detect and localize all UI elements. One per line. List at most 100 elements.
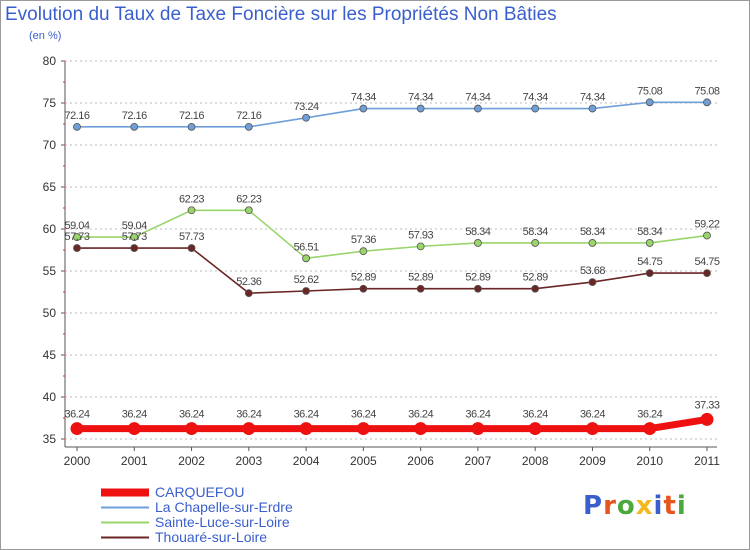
data-point-la-chapelle-sur-erdre xyxy=(703,98,711,107)
data-point-sainte-luce-sur-loire xyxy=(416,242,425,251)
data-point-la-chapelle-sur-erdre xyxy=(359,104,368,113)
logo-letter: r xyxy=(603,491,617,521)
data-label-la-chapelle-sur-erdre: 74.34 xyxy=(408,92,433,104)
data-label-thouare-sur-loire: 53.68 xyxy=(580,265,605,277)
data-label-la-chapelle-sur-erdre: 75.08 xyxy=(694,85,719,97)
data-point-carquefou xyxy=(471,422,485,436)
data-label-thouare-sur-loire: 57.73 xyxy=(64,231,89,243)
data-point-thouare-sur-loire xyxy=(187,244,196,252)
y-tick-label: 75 xyxy=(43,96,57,110)
series-line-la-chapelle-sur-erdre xyxy=(76,101,708,128)
data-point-thouare-sur-loire xyxy=(244,289,253,298)
y-tick-label: 50 xyxy=(43,306,57,320)
x-tick-label: 2009 xyxy=(579,454,606,468)
data-label-sainte-luce-sur-loire: 58.34 xyxy=(637,226,662,238)
data-point-carquefou xyxy=(643,422,657,436)
y-tick-label: 45 xyxy=(43,348,57,362)
chart-unit-label: (en %) xyxy=(29,30,62,42)
data-point-sainte-luce-sur-loire xyxy=(302,254,310,263)
data-label-la-chapelle-sur-erdre: 74.34 xyxy=(523,92,548,104)
logo-letter: o xyxy=(616,491,636,521)
data-label-la-chapelle-sur-erdre: 75.08 xyxy=(637,85,662,97)
y-tick-label: 60 xyxy=(43,222,57,236)
logo-letter: i xyxy=(676,491,687,521)
y-tick-label: 70 xyxy=(43,138,57,152)
data-label-sainte-luce-sur-loire: 58.34 xyxy=(523,226,548,238)
data-label-carquefou: 36.24 xyxy=(122,409,147,421)
y-tick-label: 65 xyxy=(43,180,57,194)
data-point-thouare-sur-loire xyxy=(703,269,711,278)
legend-item-la-chapelle-sur-erdre: La Chapelle-sur-Erdre xyxy=(101,500,293,515)
series-line-sainte-luce-sur-loire xyxy=(76,209,708,260)
data-label-sainte-luce-sur-loire: 62.23 xyxy=(236,193,261,205)
data-label-carquefou: 36.24 xyxy=(236,409,261,421)
data-point-sainte-luce-sur-loire xyxy=(244,206,253,215)
series-line-thouare-sur-loire xyxy=(76,247,708,294)
data-point-la-chapelle-sur-erdre xyxy=(474,104,482,113)
legend-swatch-la-chapelle-sur-erdre xyxy=(101,506,149,509)
data-point-sainte-luce-sur-loire xyxy=(645,239,654,247)
data-point-la-chapelle-sur-erdre xyxy=(588,104,597,113)
x-tick-label: 2010 xyxy=(636,454,663,468)
legend-label-la-chapelle-sur-erdre: La Chapelle-sur-Erdre xyxy=(155,499,293,515)
data-label-carquefou: 36.24 xyxy=(294,409,319,421)
data-label-thouare-sur-loire: 57.73 xyxy=(122,231,147,243)
data-point-carquefou xyxy=(70,422,84,436)
logo-letter: x xyxy=(635,491,654,521)
data-point-carquefou xyxy=(356,422,370,436)
data-point-thouare-sur-loire xyxy=(302,287,310,295)
legend-label-thouare-sur-loire: Thouaré-sur-Loire xyxy=(155,529,268,545)
logo-letter: i xyxy=(653,491,664,521)
data-label-sainte-luce-sur-loire: 58.34 xyxy=(580,226,605,238)
data-point-sainte-luce-sur-loire xyxy=(588,239,597,247)
y-tick-label: 80 xyxy=(43,54,57,68)
chart-title: Evolution du Taux de Taxe Foncière sur l… xyxy=(5,4,557,25)
data-point-la-chapelle-sur-erdre xyxy=(302,113,310,122)
data-label-la-chapelle-sur-erdre: 72.16 xyxy=(122,110,147,122)
legend-item-carquefou: CARQUEFOU xyxy=(101,485,293,500)
data-label-thouare-sur-loire: 52.89 xyxy=(523,272,548,284)
data-label-carquefou: 36.24 xyxy=(408,409,433,421)
data-label-carquefou: 36.24 xyxy=(179,409,204,421)
data-label-sainte-luce-sur-loire: 58.34 xyxy=(465,226,490,238)
data-label-la-chapelle-sur-erdre: 72.16 xyxy=(179,110,204,122)
data-point-thouare-sur-loire xyxy=(416,284,425,293)
legend-swatch-sainte-luce-sur-loire xyxy=(101,521,149,524)
data-label-sainte-luce-sur-loire: 59.22 xyxy=(694,219,719,231)
y-tick-label: 35 xyxy=(43,432,57,446)
data-point-carquefou xyxy=(242,422,256,436)
legend-label-sainte-luce-sur-loire: Sainte-Luce-sur-Loire xyxy=(155,514,290,530)
data-label-la-chapelle-sur-erdre: 74.34 xyxy=(465,92,490,104)
data-point-thouare-sur-loire xyxy=(359,284,368,293)
legend-item-thouare-sur-loire: Thouaré-sur-Loire xyxy=(101,530,293,545)
data-label-thouare-sur-loire: 52.62 xyxy=(294,274,319,286)
data-point-carquefou xyxy=(299,422,313,436)
x-tick-label: 2005 xyxy=(350,454,377,468)
data-label-thouare-sur-loire: 52.89 xyxy=(465,272,490,284)
data-point-sainte-luce-sur-loire xyxy=(130,233,139,241)
y-tick-label: 40 xyxy=(43,390,57,404)
data-point-sainte-luce-sur-loire xyxy=(531,239,540,247)
data-label-sainte-luce-sur-loire: 57.93 xyxy=(408,229,433,241)
data-point-sainte-luce-sur-loire xyxy=(474,239,482,247)
data-point-thouare-sur-loire xyxy=(588,278,597,286)
data-label-sainte-luce-sur-loire: 59.04 xyxy=(122,220,147,232)
data-point-la-chapelle-sur-erdre xyxy=(244,122,253,131)
legend: CARQUEFOU La Chapelle-sur-Erdre Sainte-L… xyxy=(101,485,293,545)
legend-swatch-carquefou xyxy=(101,488,149,497)
data-label-thouare-sur-loire: 52.36 xyxy=(236,276,261,288)
data-point-sainte-luce-sur-loire xyxy=(703,231,711,240)
data-label-thouare-sur-loire: 54.75 xyxy=(637,256,662,268)
data-point-la-chapelle-sur-erdre xyxy=(187,122,196,131)
x-tick-label: 2000 xyxy=(64,454,91,468)
data-point-carquefou xyxy=(127,422,141,436)
data-point-la-chapelle-sur-erdre xyxy=(130,122,139,131)
data-label-carquefou: 36.24 xyxy=(580,409,605,421)
data-point-carquefou xyxy=(185,422,199,436)
data-label-thouare-sur-loire: 57.73 xyxy=(179,231,204,243)
data-label-carquefou: 36.24 xyxy=(637,409,662,421)
data-point-thouare-sur-loire xyxy=(474,284,482,293)
data-label-la-chapelle-sur-erdre: 73.24 xyxy=(294,101,319,113)
